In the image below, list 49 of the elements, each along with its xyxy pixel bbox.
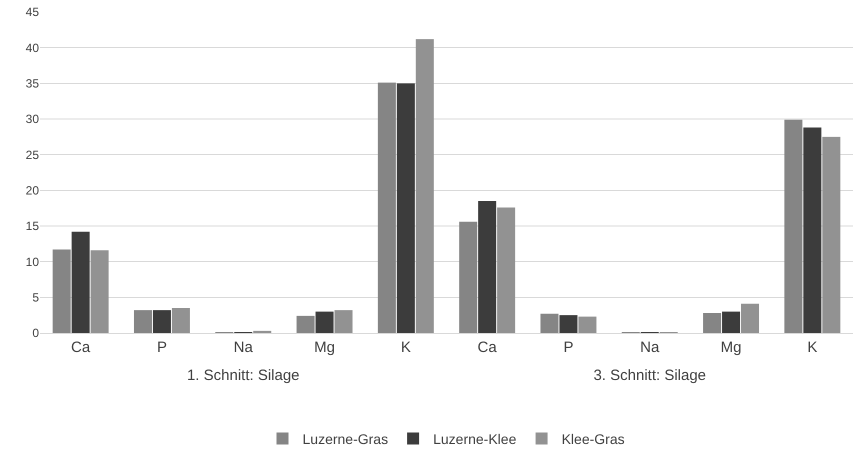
bar	[316, 312, 334, 333]
y-tick-label: 25	[26, 148, 40, 162]
bar	[152, 310, 171, 333]
bar	[52, 250, 71, 333]
bar	[296, 316, 315, 333]
legend-label: Klee-Gras	[562, 430, 625, 447]
x-tick-label: Ca	[478, 339, 498, 356]
x-tick-label: Na	[640, 339, 660, 356]
bar	[559, 315, 578, 333]
x-tick-label: Mg	[720, 339, 742, 356]
bar	[134, 310, 152, 333]
bar	[741, 304, 760, 333]
bar	[172, 308, 190, 333]
x-tick-label: P	[156, 339, 167, 356]
bar	[822, 136, 840, 333]
bar	[396, 83, 415, 333]
bar	[72, 232, 90, 333]
bar	[578, 316, 596, 333]
x-axis-title: 3. Schnitt: Silage	[593, 367, 706, 384]
bar	[459, 222, 478, 333]
y-tick-label: 5	[32, 290, 40, 305]
bar	[90, 250, 109, 333]
x-tick-label: P	[563, 339, 574, 356]
x-tick-label: K	[807, 339, 818, 356]
y-tick-label: 45	[26, 5, 40, 20]
bar	[378, 82, 396, 333]
bar	[497, 207, 516, 333]
legend-label: Luzerne-Gras	[302, 430, 388, 447]
y-tick-label: 10	[26, 254, 40, 269]
bar	[334, 310, 353, 333]
x-tick-label: Mg	[314, 339, 335, 356]
x-tick-label: Ca	[71, 339, 91, 356]
bar	[803, 128, 822, 333]
bar	[540, 314, 558, 333]
bar	[478, 201, 496, 333]
bar	[416, 39, 434, 333]
y-tick-label: 15	[26, 219, 40, 234]
bar	[722, 312, 740, 333]
bar	[703, 313, 722, 333]
x-tick-label: K	[400, 339, 411, 356]
y-tick-label: 40	[26, 40, 40, 55]
y-tick-label: 20	[26, 184, 40, 198]
bar	[784, 120, 802, 333]
x-tick-label: Na	[234, 339, 254, 356]
y-tick-label: 0	[32, 326, 40, 340]
x-axis-title: 1. Schnitt: Silage	[186, 367, 300, 384]
y-tick-label: 35	[26, 76, 40, 91]
legend-label: Luzerne-Klee	[433, 430, 517, 447]
y-tick-label: 30	[26, 112, 40, 126]
